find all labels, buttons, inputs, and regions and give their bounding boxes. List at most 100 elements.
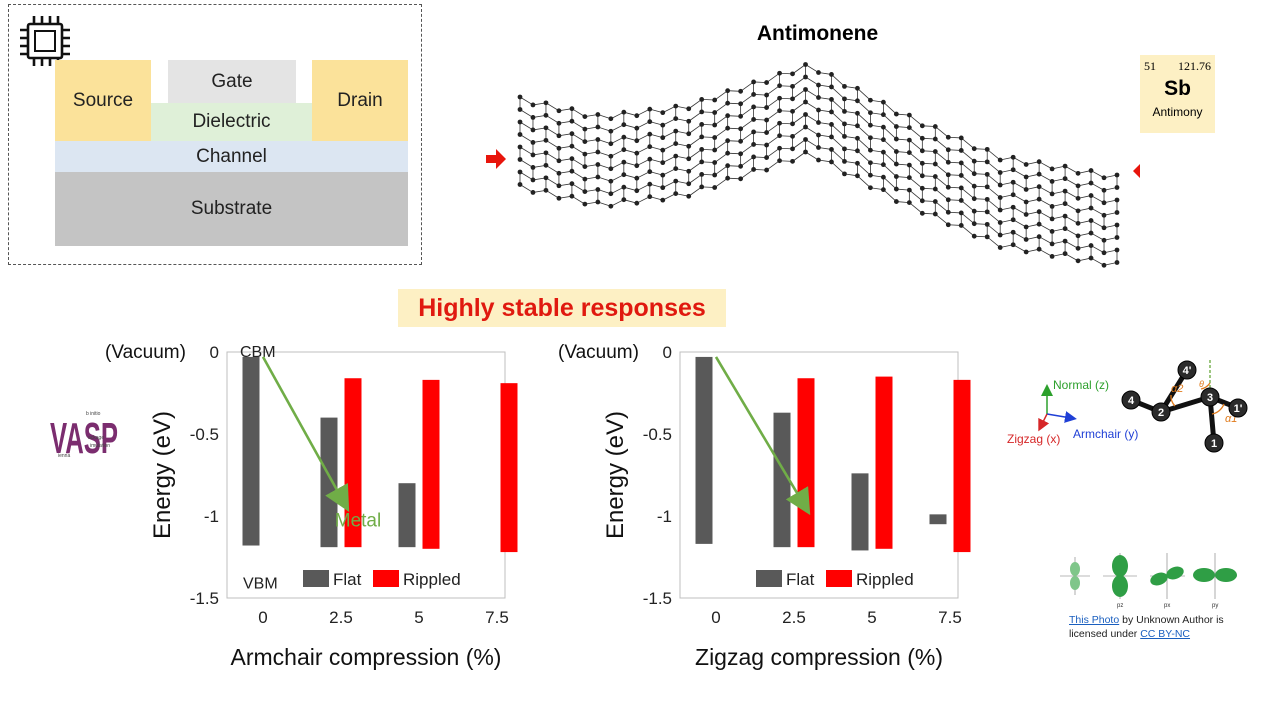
vacuum-label: (Vacuum): [558, 342, 639, 363]
substrate-layer: Substrate: [55, 172, 408, 246]
x-tick-label: 0: [711, 608, 720, 627]
crystal-axes-diagram: Normal (z) Armchair (y) Zigzag (x): [1007, 378, 1138, 446]
atom: [1177, 360, 1197, 380]
atom-label: 1': [1234, 403, 1243, 415]
element-symbol: Sb: [1164, 77, 1191, 100]
gate-electrode: Gate: [168, 60, 296, 103]
y-tick-label: -0.5: [190, 425, 219, 444]
y-tick-label: -1: [204, 507, 219, 526]
legend-label-flat: Flat: [333, 570, 362, 589]
y-tick-label: -0.5: [643, 425, 672, 444]
element-name: Antimony: [1152, 105, 1203, 119]
legend-swatch-flat: [303, 570, 329, 587]
vasp-logo-letter-v: VASP: [50, 414, 118, 463]
plot-area: [679, 351, 959, 599]
image-credit: This Photo by Unknown Author is licensed…: [1069, 613, 1229, 641]
atom-label: 1: [1211, 438, 1217, 450]
legend-swatch-flat: [756, 570, 782, 587]
license-link[interactable]: CC BY-NC: [1140, 628, 1191, 640]
py-orbital-icon: [1193, 553, 1237, 599]
channel-layer: Channel: [55, 141, 408, 172]
zigzag-axis-arrow: [1038, 413, 1050, 432]
metal-label: Metal: [335, 510, 381, 531]
angle-label-theta: θ: [1199, 379, 1204, 389]
legend-label-flat: Flat: [786, 570, 815, 589]
vasp-logo-line-1: b initio: [86, 411, 101, 417]
pz-label: pz: [1117, 603, 1123, 609]
antimonene-lattice: [486, 62, 1140, 268]
x-tick-label: 2.5: [782, 608, 806, 627]
highlight-banner: Highly stable responses: [398, 289, 726, 327]
vbm-label: VBM: [243, 576, 278, 593]
bar-rippled: [500, 383, 518, 553]
trend-arrow: [714, 356, 811, 516]
atom: [1151, 402, 1171, 422]
bar-flat: [320, 417, 338, 548]
left-compression-arrow: [486, 149, 506, 169]
vasp-logo-line-4: ienna: [58, 453, 70, 459]
atomic-number: 51: [1144, 59, 1156, 73]
dielectric-layer: Dielectric: [151, 103, 312, 141]
photo-link[interactable]: This Photo: [1069, 614, 1120, 626]
normal-axis-label: Normal (z): [1053, 378, 1109, 392]
x-tick-label: 7.5: [938, 608, 962, 627]
vacuum-label: (Vacuum): [105, 342, 186, 363]
x-tick-label: 0: [258, 608, 267, 627]
bar-rippled: [875, 376, 893, 549]
s-orbital-icon: [1060, 557, 1090, 595]
x-tick-label: 5: [867, 608, 876, 627]
zigzag-axis-label: Zigzag (x): [1007, 432, 1060, 446]
structure-title: Antimonene: [756, 22, 879, 45]
atom-label: 4: [1128, 395, 1135, 407]
bar-flat: [851, 473, 869, 551]
y-tick-label: -1: [657, 507, 672, 526]
legend-label-rippled: Rippled: [856, 570, 914, 589]
y-tick-label: 0: [663, 343, 672, 362]
bar-rippled: [797, 378, 815, 548]
antimony-element-tile: 51 121.76 Sb Antimony: [1140, 55, 1215, 133]
cbm-label: CBM: [240, 344, 276, 361]
vasp-logo: VASP b initio ackage imulation ienna: [50, 411, 118, 463]
atom-label: 2: [1158, 407, 1164, 419]
py-label: py: [1212, 603, 1218, 609]
armchair-energy-chart: 0 -0.5 -1 -1.5 0 2.5 5 7.5 Armchair compression …: [105, 342, 518, 670]
source-electrode: Source: [55, 60, 151, 141]
zigzag-energy-chart: 0 -0.5 -1 -1.5 0 2.5 5 7.5 Zigzag compression (%…: [558, 342, 971, 670]
px-label: px: [1164, 603, 1170, 609]
bar-rippled: [422, 379, 440, 549]
y-tick-label: -1.5: [643, 589, 672, 608]
x-tick-label: 5: [414, 608, 423, 627]
x-axis-label: Zigzag compression (%): [695, 644, 943, 670]
trend-arrow: [261, 356, 350, 512]
atomic-mass: 121.76: [1178, 59, 1211, 73]
plot-area: [226, 351, 506, 599]
bar-flat: [242, 356, 260, 546]
bar-flat: [398, 483, 416, 548]
pz-orbital-icon: [1103, 553, 1137, 599]
atom: [1121, 390, 1141, 410]
y-tick-label: -1.5: [190, 589, 219, 608]
x-tick-label: 2.5: [329, 608, 353, 627]
bar-flat: [929, 514, 947, 525]
x-tick-label: 7.5: [485, 608, 509, 627]
bar-flat: [695, 356, 713, 544]
armchair-axis-arrow: [1046, 411, 1077, 423]
atom: [1228, 398, 1248, 418]
y-axis-label: Energy (eV): [602, 411, 629, 539]
vasp-logo-line-3: imulation: [90, 443, 110, 449]
px-orbital-icon: [1150, 553, 1185, 599]
right-compression-arrow: [1133, 164, 1140, 178]
bar-rippled: [953, 379, 971, 553]
angle-label-alpha2: α2: [1171, 383, 1183, 395]
legend-swatch-rippled: [826, 570, 852, 587]
y-tick-label: 0: [210, 343, 219, 362]
armchair-axis-label: Armchair (y): [1073, 427, 1138, 441]
vasp-logo-line-2: ackage: [88, 435, 104, 441]
device-cross-section-panel: Source Gate Drain Dielectric Channel Sub…: [8, 4, 422, 265]
lattice-atoms: [517, 62, 1120, 268]
x-axis-label: Armchair compression (%): [231, 644, 502, 670]
atom-label: 3: [1207, 392, 1213, 404]
legend-label-rippled: Rippled: [403, 570, 461, 589]
y-axis-label: Energy (eV): [149, 411, 176, 539]
